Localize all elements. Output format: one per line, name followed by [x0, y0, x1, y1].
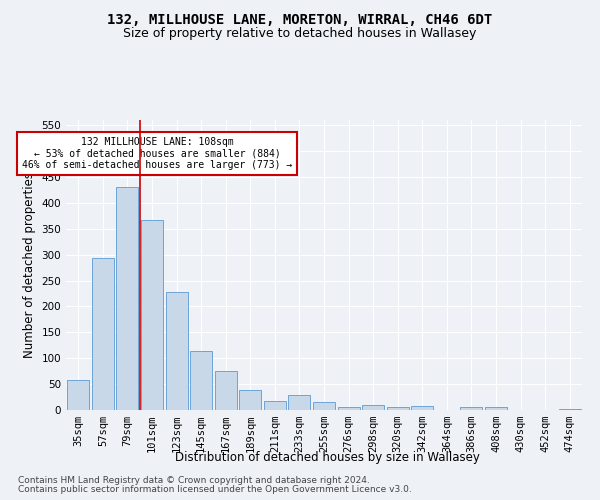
Bar	[141, 220, 163, 410]
Text: Contains HM Land Registry data © Crown copyright and database right 2024.: Contains HM Land Registry data © Crown c…	[18, 476, 370, 485]
Text: 132, MILLHOUSE LANE, MORETON, WIRRAL, CH46 6DT: 132, MILLHOUSE LANE, MORETON, WIRRAL, CH…	[107, 12, 493, 26]
Bar	[313, 402, 335, 410]
Bar	[190, 352, 212, 410]
Bar	[239, 390, 262, 410]
Bar	[460, 408, 482, 410]
Bar	[386, 407, 409, 410]
Text: Distribution of detached houses by size in Wallasey: Distribution of detached houses by size …	[175, 451, 479, 464]
Text: 132 MILLHOUSE LANE: 108sqm
← 53% of detached houses are smaller (884)
46% of sem: 132 MILLHOUSE LANE: 108sqm ← 53% of deta…	[22, 137, 292, 170]
Text: Contains public sector information licensed under the Open Government Licence v3: Contains public sector information licen…	[18, 485, 412, 494]
Bar	[215, 371, 237, 410]
Bar	[559, 409, 581, 410]
Text: Size of property relative to detached houses in Wallasey: Size of property relative to detached ho…	[124, 26, 476, 40]
Bar	[92, 258, 114, 410]
Bar	[166, 292, 188, 410]
Bar	[411, 406, 433, 410]
Bar	[67, 380, 89, 410]
Bar	[485, 408, 507, 410]
Bar	[289, 395, 310, 410]
Bar	[264, 401, 286, 410]
Bar	[362, 406, 384, 410]
Bar	[338, 408, 359, 410]
Y-axis label: Number of detached properties: Number of detached properties	[23, 172, 36, 358]
Bar	[116, 188, 139, 410]
